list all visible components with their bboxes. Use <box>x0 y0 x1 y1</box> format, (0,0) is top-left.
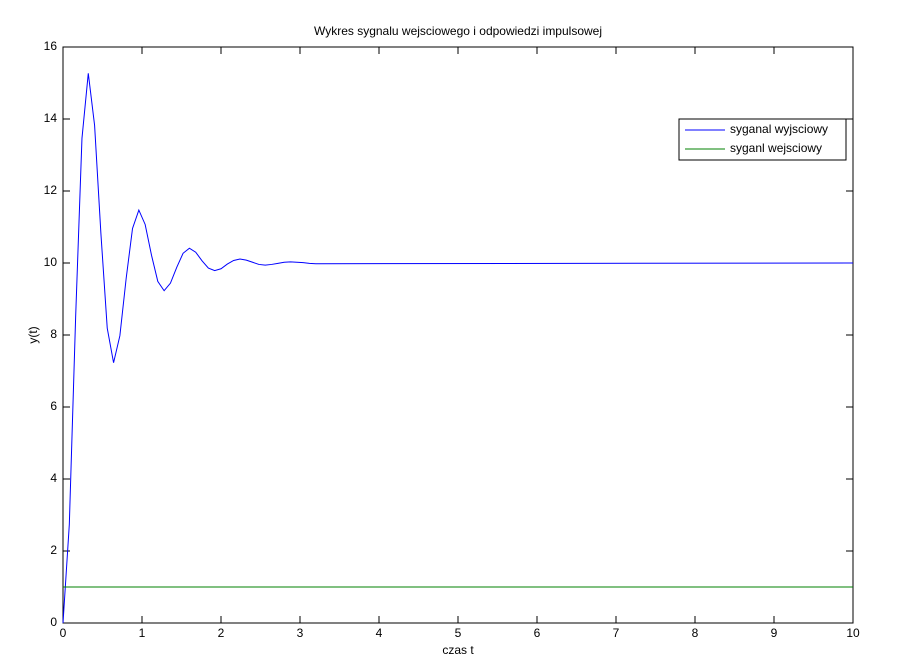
y-tick-label: 0 <box>50 615 57 629</box>
y-tick-label: 12 <box>44 183 58 197</box>
x-tick-label: 1 <box>139 626 146 640</box>
chart-title: Wykres sygnalu wejsciowego i odpowiedzi … <box>314 24 602 38</box>
x-tick-label: 10 <box>846 626 860 640</box>
y-tick-label: 6 <box>50 399 57 413</box>
y-tick-label: 16 <box>44 39 58 53</box>
legend-label: syganal wyjsciowy <box>730 122 828 136</box>
x-tick-label: 9 <box>771 626 778 640</box>
y-tick-label: 14 <box>44 111 58 125</box>
y-tick-label: 4 <box>50 471 57 485</box>
legend-label: syganl wejsciowy <box>730 141 822 155</box>
y-tick-label: 2 <box>50 543 57 557</box>
legend-box <box>678 118 847 161</box>
x-tick-label: 4 <box>376 626 383 640</box>
x-axis-label: czas t <box>442 643 474 657</box>
x-tick-label: 3 <box>297 626 304 640</box>
x-tick-label: 6 <box>534 626 541 640</box>
x-tick-label: 2 <box>218 626 225 640</box>
data-line <box>62 73 854 624</box>
y-tick-label: 8 <box>50 327 57 341</box>
y-axis-label: y(t) <box>26 326 40 343</box>
y-tick-label: 10 <box>44 255 58 269</box>
x-tick-label: 7 <box>613 626 620 640</box>
x-tick-label: 8 <box>692 626 699 640</box>
x-tick-label: 5 <box>455 626 462 640</box>
x-tick-label: 0 <box>60 626 67 640</box>
